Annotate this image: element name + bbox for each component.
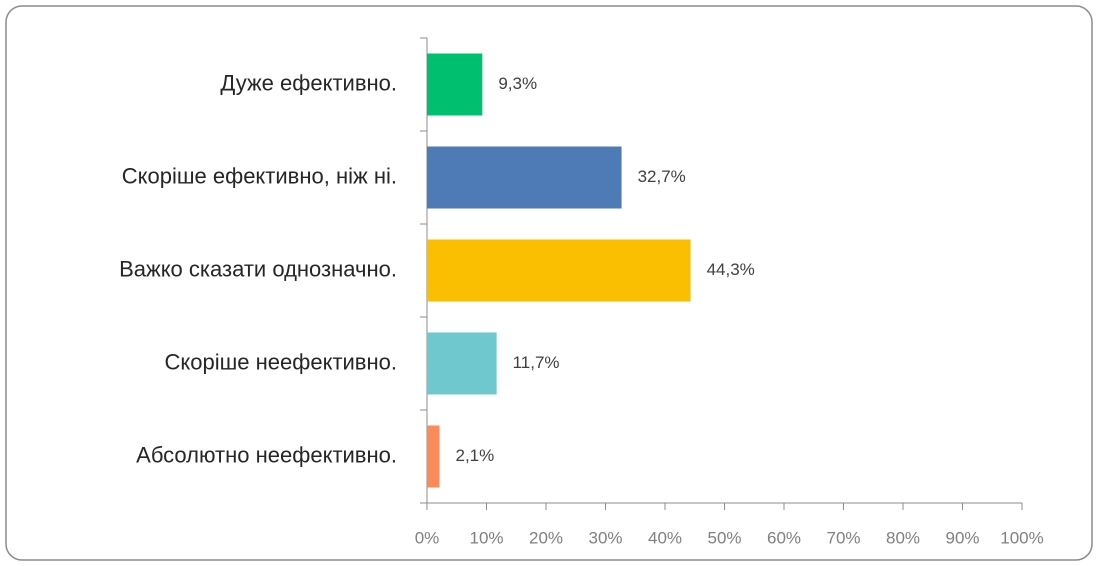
bar [427, 53, 483, 116]
x-tick-label: 80% [886, 528, 920, 547]
y-tick-label: Скоріше неефективно. [165, 349, 398, 374]
y-tick-label: Скоріше ефективно, ніж ні. [122, 163, 397, 188]
value-label: 2,1% [455, 446, 494, 465]
x-tick-label: 40% [648, 528, 682, 547]
x-tick-label: 60% [767, 528, 801, 547]
bar [427, 146, 622, 209]
x-tick-label: 100% [1000, 528, 1043, 547]
bar [427, 332, 497, 395]
value-label: 11,7% [513, 353, 560, 372]
x-tick-label: 70% [826, 528, 860, 547]
x-tick-label: 50% [707, 528, 741, 547]
x-tick-label: 20% [529, 528, 563, 547]
value-label: 44,3% [707, 260, 755, 279]
y-tick-label: Абсолютно неефективно. [136, 442, 397, 467]
x-tick-label: 10% [469, 528, 503, 547]
value-label: 9,3% [498, 74, 537, 93]
x-tick-label: 90% [945, 528, 979, 547]
x-tick-label: 30% [588, 528, 622, 547]
x-tick-label: 0% [415, 528, 440, 547]
y-tick-label: Дуже ефективно. [220, 70, 397, 95]
bar [427, 239, 691, 302]
y-tick-label: Важко сказати однозначно. [119, 256, 397, 281]
value-label: 32,7% [638, 167, 686, 186]
bar [427, 425, 440, 488]
